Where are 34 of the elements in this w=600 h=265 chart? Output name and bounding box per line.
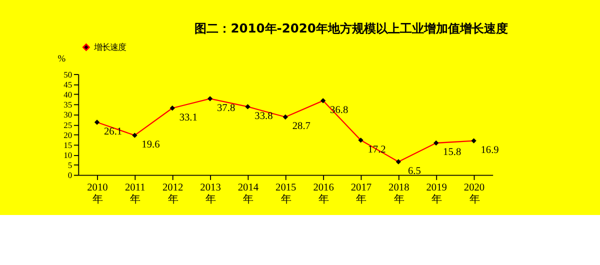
data-label: 19.6 xyxy=(142,140,160,151)
y-tick-label: 50 xyxy=(64,69,72,80)
y-tick-label: 20 xyxy=(64,130,72,140)
x-tick-label: 2018 年 xyxy=(388,182,410,206)
y-tick-label: 35 xyxy=(64,100,72,110)
data-label: 33.1 xyxy=(179,112,198,124)
y-tick-label: 45 xyxy=(64,79,72,90)
x-tick-label: 2012 年 xyxy=(162,182,184,206)
legend-label: 增长速度 xyxy=(93,42,126,52)
x-tick-label: 2017 年 xyxy=(350,182,372,206)
y-tick-label: 40 xyxy=(64,90,72,100)
chart-title: 图二：2010年-2020年地方规模以上工业增加值增长速度 xyxy=(194,22,508,36)
data-label: 26.1 xyxy=(104,126,122,138)
x-tick-label: 2019 年 xyxy=(426,182,447,206)
y-axis-title: % xyxy=(58,54,66,64)
data-label: 6.5 xyxy=(408,166,421,177)
data-label: 16.9 xyxy=(480,145,499,156)
x-tick-label: 2013 年 xyxy=(200,182,221,206)
y-tick-label: 25 xyxy=(64,120,72,130)
y-tick-label: 10 xyxy=(64,150,72,160)
y-tick-label: 5 xyxy=(68,160,72,170)
data-label: 33.8 xyxy=(254,110,273,122)
y-tick-label: 0 xyxy=(68,170,72,180)
x-tick-label: 2010 年 xyxy=(87,182,108,206)
x-tick-label: 2015 年 xyxy=(276,182,296,206)
data-label: 37.8 xyxy=(216,102,236,114)
data-label: 28.7 xyxy=(292,121,310,132)
x-tick-label: 2016 年 xyxy=(313,182,334,206)
x-tick-label: 2011 年 xyxy=(124,182,146,206)
x-tick-label: 2014 年 xyxy=(238,182,260,206)
x-tick-label: 2020 年 xyxy=(464,182,485,206)
y-tick-label: 30 xyxy=(64,110,72,120)
data-label: 15.8 xyxy=(443,147,462,158)
y-tick-label: 15 xyxy=(64,140,72,150)
